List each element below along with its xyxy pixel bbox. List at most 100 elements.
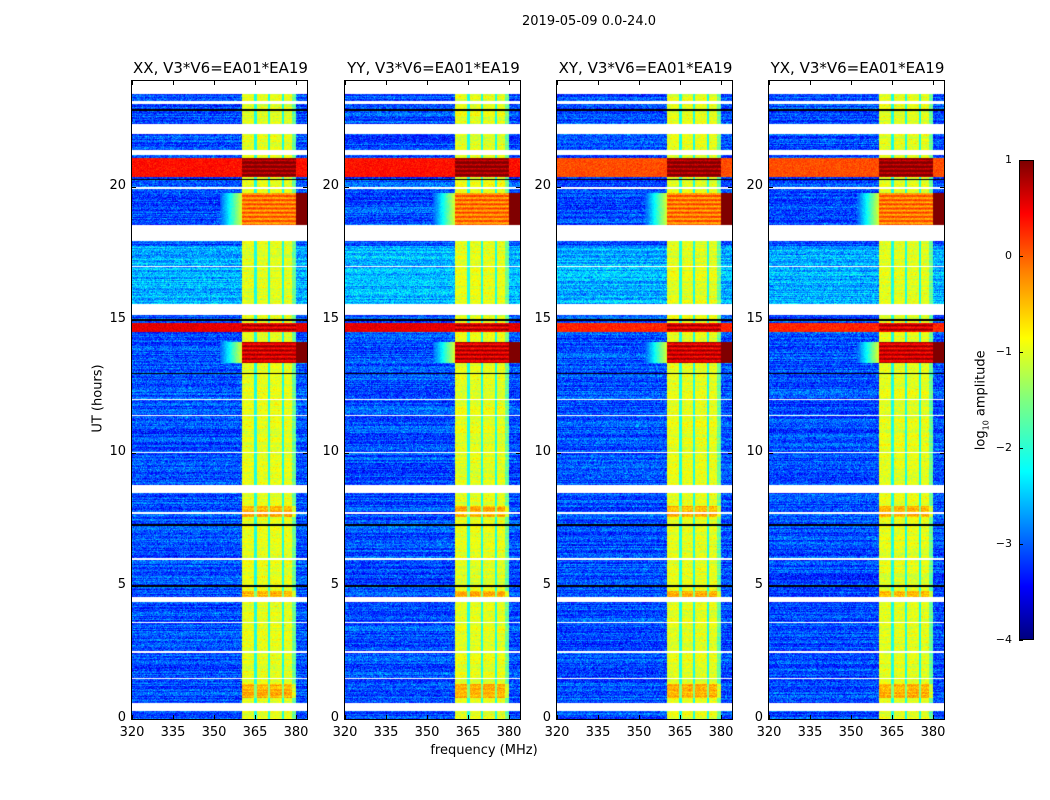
y-tick-label: 15 [746, 311, 763, 327]
y-tick [557, 320, 561, 322]
colorbar-tick [1019, 640, 1023, 641]
panel-yy: YY, V3*V6=EA01*EA19 320 335 350 365 380 0 5 10 15… [322, 59, 521, 740]
x-tick-label: 380 [708, 725, 734, 740]
x-tick-label: 365 [667, 725, 693, 740]
y-axis-label: UT (hours) [90, 364, 106, 433]
y-tick-label: 15 [109, 311, 126, 327]
waterfall-heatmap [132, 81, 307, 719]
panel-title: XY, V3*V6=EA01*EA19 [558, 59, 733, 77]
x-tick-label: 380 [496, 725, 522, 740]
x-tick-label: 320 [119, 725, 145, 740]
x-tick [721, 715, 723, 719]
colorbar-tick-label: −2 [995, 441, 1012, 454]
y-tick-label: 0 [330, 710, 339, 725]
x-tick [933, 81, 935, 85]
colorbar-tick-label: −1 [995, 345, 1012, 358]
y-tick [769, 719, 773, 720]
colorbar-tick-label: −4 [995, 633, 1012, 646]
x-tick-label: 335 [160, 725, 186, 740]
x-tick [851, 81, 853, 85]
y-tick [940, 586, 944, 588]
y-tick-label: 0 [542, 710, 551, 725]
x-tick [769, 81, 770, 85]
y-tick-label: 20 [746, 178, 763, 194]
x-tick [214, 81, 216, 85]
x-tick-label: 320 [544, 725, 570, 740]
x-tick [509, 715, 511, 719]
y-tick [728, 586, 732, 588]
y-tick [132, 320, 136, 322]
x-tick [810, 715, 812, 719]
x-tick [851, 715, 853, 719]
colorbar-label-rest: amplitude [973, 350, 989, 421]
colorbar-tick-label: −3 [995, 537, 1012, 550]
y-tick [769, 453, 773, 455]
x-tick [721, 81, 723, 85]
figure-title: 2019-05-09 0.0-24.0 [522, 14, 656, 29]
x-tick [427, 81, 429, 85]
y-tick [303, 586, 307, 588]
x-tick [680, 81, 682, 85]
panel-title: YY, V3*V6=EA01*EA19 [347, 59, 520, 77]
x-tick-label: 335 [797, 725, 823, 740]
y-tick-label: 10 [109, 444, 126, 460]
x-tick [255, 715, 257, 719]
y-tick-label: 20 [322, 178, 339, 194]
x-tick [509, 81, 511, 85]
y-tick-label: 10 [534, 444, 551, 460]
waterfall-heatmap [769, 81, 944, 719]
x-tick [933, 715, 935, 719]
y-tick [345, 586, 349, 588]
y-tick [516, 719, 520, 720]
x-axis-label: frequency (MHz) [430, 743, 538, 758]
x-tick-label: 350 [414, 725, 440, 740]
colorbar-tick [1019, 160, 1023, 161]
y-tick-label: 5 [117, 577, 126, 593]
x-tick [680, 715, 682, 719]
x-tick-label: 320 [756, 725, 782, 740]
x-tick [345, 715, 346, 719]
x-tick [769, 715, 770, 719]
y-tick-label: 20 [534, 178, 551, 194]
panel-xx: XX, V3*V6=EA01*EA19 320 335 350 365 380 0 5 10 15… [109, 59, 308, 740]
y-tick [303, 187, 307, 189]
panel-title: XX, V3*V6=EA01*EA19 [133, 59, 308, 77]
x-tick-label: 365 [879, 725, 905, 740]
y-tick [132, 187, 136, 189]
x-tick-label: 350 [626, 725, 652, 740]
x-tick [386, 81, 388, 85]
colorbar-tick [1019, 544, 1023, 545]
y-tick [345, 320, 349, 322]
y-tick [769, 586, 773, 588]
waterfall-heatmap [345, 81, 520, 719]
y-tick-label: 10 [746, 444, 763, 460]
x-tick-label: 335 [585, 725, 611, 740]
colorbar-label-main: log [973, 430, 989, 451]
y-tick [303, 719, 307, 720]
x-tick [345, 81, 346, 85]
y-tick [303, 320, 307, 322]
colorbar-label-sub: 10 [981, 420, 991, 431]
y-tick-label: 15 [534, 311, 551, 327]
x-tick-label: 365 [455, 725, 481, 740]
y-tick-label: 5 [754, 577, 763, 593]
x-tick [810, 81, 812, 85]
y-tick [940, 320, 944, 322]
x-tick-label: 335 [373, 725, 399, 740]
colorbar-tick-label: 0 [1005, 249, 1012, 262]
y-tick [728, 320, 732, 322]
y-tick [557, 453, 561, 455]
y-tick [728, 453, 732, 455]
y-tick-label: 0 [754, 710, 763, 725]
panel-title: YX, V3*V6=EA01*EA19 [770, 59, 945, 77]
x-tick-label: 350 [201, 725, 227, 740]
x-tick-label: 320 [332, 725, 358, 740]
x-tick [132, 715, 133, 719]
colorbar-tick [1019, 256, 1023, 257]
y-tick [940, 187, 944, 189]
x-tick-label: 380 [920, 725, 946, 740]
x-tick-label: 380 [283, 725, 309, 740]
y-tick [516, 320, 520, 322]
x-tick [557, 715, 558, 719]
x-tick [427, 715, 429, 719]
